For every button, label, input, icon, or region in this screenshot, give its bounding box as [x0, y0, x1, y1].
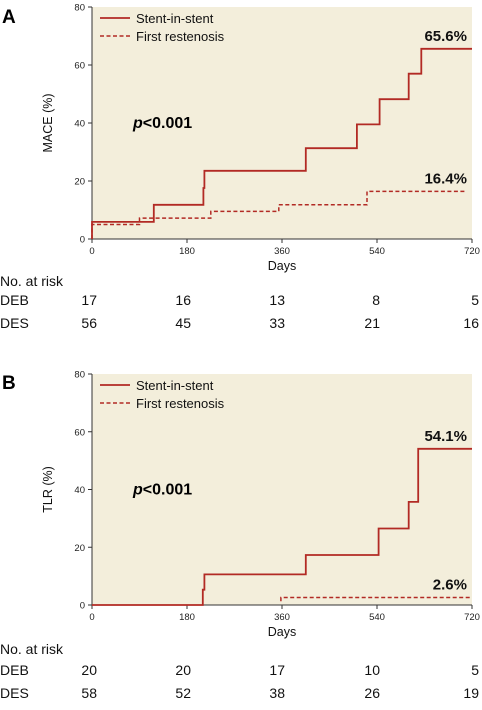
panel-b-x-tick-label: 180: [179, 612, 195, 623]
panel-b-risk-row-label-deb: DEB: [0, 662, 29, 678]
panel-a-x-tick-label: 720: [464, 246, 480, 257]
panel-b-risk-count: 17: [269, 662, 285, 678]
panel-b-p-value: p<0.001: [132, 482, 192, 499]
panel-a-risk-table-title: No. at risk: [0, 273, 64, 289]
panel-a-risk-row-label-deb: DEB: [0, 292, 29, 308]
panel-b-series-line-stent-in-stent: [92, 447, 472, 606]
panel-b-legend-label: First restenosis: [136, 396, 225, 411]
panel-a-p-value-symbol: p: [132, 115, 143, 132]
panel-a-series-line-first-restenosis: [91, 190, 467, 239]
panel-a-risk-count: 33: [269, 315, 285, 331]
panel-b: B 0 20 40 60 80 0 180 360 540 720 TLR (%) Days 54.1% 2…: [0, 370, 480, 702]
panel-b-risk-count: 5: [471, 662, 479, 678]
panel-a-legend: Stent-in-stent First restenosis: [100, 11, 225, 44]
panel-a-y-tick-label: 60: [74, 61, 85, 72]
panel-a-y-tick-label: 40: [74, 119, 85, 130]
panel-a-y-tick-label: 80: [74, 3, 85, 14]
panel-a-risk-count: 16: [463, 315, 479, 331]
panel-a-letter: A: [2, 7, 16, 28]
panel-b-y-tick-label: 20: [74, 543, 85, 554]
panel-a-risk-count: 17: [81, 292, 97, 308]
panel-a-risk-count: 45: [175, 315, 191, 331]
panel-b-risk-count: 20: [81, 662, 97, 678]
panel-b-series-line-first-restenosis: [280, 596, 472, 602]
panel-a-y-tick-label: 0: [80, 235, 85, 246]
panel-b-risk-count: 26: [364, 685, 380, 701]
panel-a-y-tick-label: 20: [74, 177, 85, 188]
panel-a-risk-count: 8: [372, 292, 380, 308]
panel-a-y-axis-label: MACE (%): [41, 93, 55, 152]
panel-b-risk-count: 38: [269, 685, 285, 701]
panel-a-end-label-stent-in-stent: 65.6%: [424, 28, 467, 45]
panel-a-risk-count: 56: [81, 315, 97, 331]
panel-b-legend-label: Stent-in-stent: [136, 378, 214, 393]
panel-b-risk-count: 20: [175, 662, 191, 678]
panel-b-y-tick-label: 40: [74, 485, 85, 496]
panel-a-risk-row-label-des: DES: [0, 315, 29, 331]
panel-a-x-tick-label: 0: [89, 246, 94, 257]
panel-a-x-tick-label: 360: [274, 246, 290, 257]
panel-b-end-label-stent-in-stent: 54.1%: [424, 428, 467, 445]
panel-a-p-value: p<0.001: [132, 115, 192, 132]
panel-a-series-line-stent-in-stent: [91, 47, 472, 239]
panel-b-risk-table-title: No. at risk: [0, 641, 64, 657]
panel-a: A 0 20 40 60 80 0 180 360 540 720 MACE (%) Days 65.6%…: [0, 3, 480, 332]
panel-b-p-value-threshold: <0.001: [143, 482, 192, 499]
panel-a-risk-table: No. at risk DEB 17 16 13 8 5 DES 56 45 33 21 16: [0, 273, 479, 331]
panel-a-plot-background: [92, 7, 472, 239]
panel-b-x-tick-label: 360: [274, 612, 290, 623]
panel-b-y-tick-label: 0: [80, 601, 85, 612]
panel-a-legend-label: Stent-in-stent: [136, 11, 214, 26]
panel-a-x-tick-label: 180: [179, 246, 195, 257]
panel-b-risk-row-label-des: DES: [0, 685, 29, 701]
panel-b-legend: Stent-in-stent First restenosis: [100, 378, 225, 411]
panel-b-end-label-first-restenosis: 2.6%: [433, 576, 467, 593]
panel-b-x-tick-label: 540: [369, 612, 385, 623]
panel-a-risk-count: 13: [269, 292, 285, 308]
panel-b-risk-count: 10: [364, 662, 380, 678]
panel-a-risk-count: 5: [471, 292, 479, 308]
panel-b-risk-count: 19: [463, 685, 479, 701]
panel-b-y-tick-label: 80: [74, 370, 85, 381]
panel-b-x-tick-label: 0: [89, 612, 94, 623]
panel-b-y-tick-label: 60: [74, 427, 85, 438]
panel-b-risk-count: 52: [175, 685, 191, 701]
panel-b-x-axis-label: Days: [268, 625, 296, 639]
panel-b-risk-table: No. at risk DEB 20 20 17 10 5 DES 58 52 38 26 19: [0, 641, 479, 701]
panel-b-plot-background: [92, 374, 472, 605]
panel-a-end-label-first-restenosis: 16.4%: [424, 170, 467, 187]
panel-a-risk-count: 16: [175, 292, 191, 308]
panel-a-x-tick-label: 540: [369, 246, 385, 257]
panel-b-x-tick-label: 720: [464, 612, 480, 623]
panel-b-p-value-symbol: p: [132, 482, 143, 499]
panel-b-y-axis-label: TLR (%): [41, 466, 55, 513]
panel-b-letter: B: [2, 373, 16, 394]
panel-a-legend-label: First restenosis: [136, 29, 225, 44]
panel-a-risk-count: 21: [364, 315, 380, 331]
panel-a-p-value-threshold: <0.001: [143, 115, 192, 132]
panel-b-risk-count: 58: [81, 685, 97, 701]
panel-a-x-axis-label: Days: [268, 259, 296, 273]
